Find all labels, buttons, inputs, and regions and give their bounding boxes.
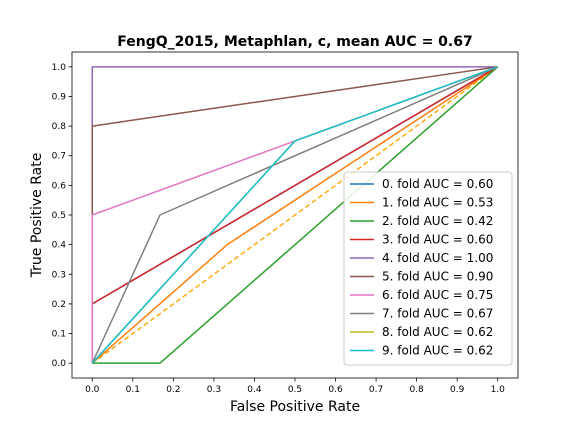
roc-lines bbox=[91, 66, 499, 364]
x-tick-label: 0.6 bbox=[328, 385, 343, 395]
y-tick-label: 0.1 bbox=[52, 330, 66, 340]
x-tick-label: 0.2 bbox=[166, 385, 180, 395]
y-tick-label: 0.6 bbox=[52, 181, 67, 191]
y-tick-label: 0.4 bbox=[52, 241, 67, 251]
legend-label: 1. fold AUC = 0.53 bbox=[382, 196, 493, 210]
legend-label: 9. fold AUC = 0.62 bbox=[382, 344, 493, 358]
x-tick-label: 0.7 bbox=[369, 385, 383, 395]
legend-label: 4. fold AUC = 1.00 bbox=[382, 251, 493, 265]
y-tick-label: 0.0 bbox=[52, 359, 67, 369]
legend-box bbox=[343, 171, 513, 366]
roc-line-fold-1 bbox=[91, 66, 499, 364]
legend-label: 7. fold AUC = 0.67 bbox=[382, 307, 493, 321]
x-tick-label: 0.1 bbox=[126, 385, 140, 395]
legend-label: 8. fold AUC = 0.62 bbox=[382, 325, 493, 339]
y-axis-label: True Positive Rate bbox=[29, 153, 45, 279]
x-axis-label: False Positive Rate bbox=[230, 399, 360, 415]
legend-label: 0. fold AUC = 0.60 bbox=[382, 177, 493, 191]
y-tick-label: 1.0 bbox=[52, 63, 67, 73]
y-tick-label: 0.5 bbox=[52, 211, 66, 221]
legend-label: 5. fold AUC = 0.90 bbox=[382, 270, 493, 284]
x-tick-label: 0.9 bbox=[450, 385, 465, 395]
y-tick-label: 0.7 bbox=[52, 152, 66, 162]
roc-line-fold-9 bbox=[91, 66, 498, 364]
y-tick-label: 0.3 bbox=[52, 270, 66, 280]
legend-label: 3. fold AUC = 0.60 bbox=[382, 233, 493, 247]
roc-line-fold-7 bbox=[91, 66, 499, 364]
roc-line-fold-2 bbox=[92, 66, 499, 364]
x-tick-label: 0.0 bbox=[85, 385, 100, 395]
chart-title: FengQ_2015, Metaphlan, c, mean AUC = 0.6… bbox=[117, 34, 472, 50]
x-tick-label: 1.0 bbox=[491, 385, 506, 395]
x-tick-label: 0.3 bbox=[207, 385, 221, 395]
y-tick-label: 0.8 bbox=[52, 122, 67, 132]
legend-label: 6. fold AUC = 0.75 bbox=[382, 288, 493, 302]
chance-line bbox=[91, 66, 499, 364]
x-tick-label: 0.5 bbox=[288, 385, 302, 395]
x-tick-label: 0.8 bbox=[409, 385, 424, 395]
axis-ticks: 0.0 0.1 0.2 0.3 0.4 0.5 0.6 0.7 0.8 0.9 1.0 0.0 0.1 0… bbox=[52, 63, 505, 395]
x-tick-label: 0.4 bbox=[247, 385, 262, 395]
y-tick-label: 0.9 bbox=[52, 92, 67, 102]
y-tick-label: 0.2 bbox=[52, 300, 66, 310]
legend-label: 2. fold AUC = 0.42 bbox=[382, 214, 493, 228]
legend: 0. fold AUC = 0.60 1. fold AUC = 0.53 2. f… bbox=[343, 171, 513, 366]
